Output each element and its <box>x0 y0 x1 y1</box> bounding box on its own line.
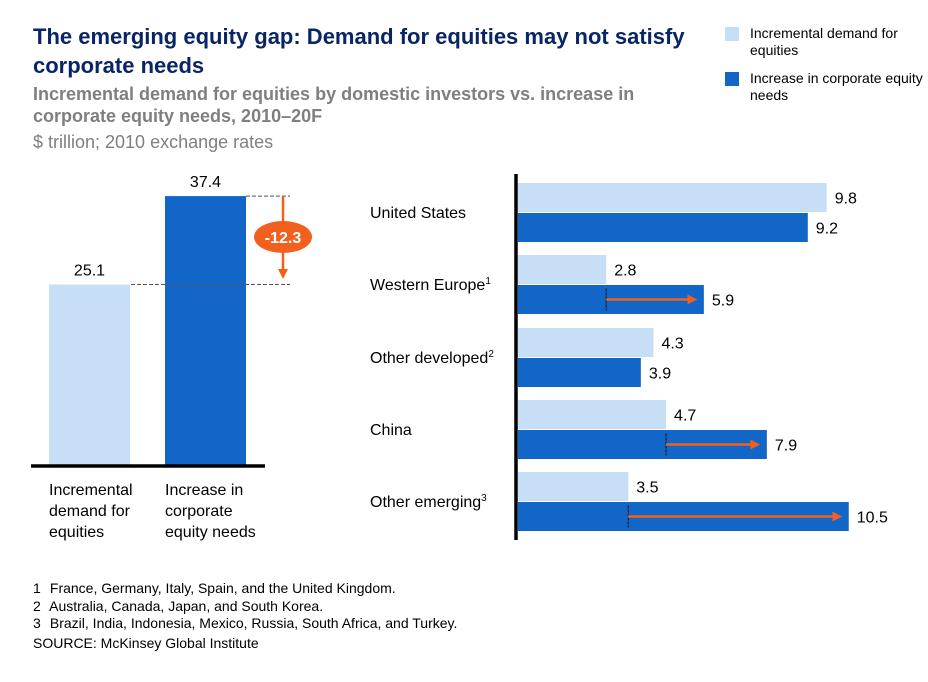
legend-item-needs: Increase in corporate equity needs <box>725 70 925 115</box>
region-label: United States <box>370 205 466 222</box>
legend: Incremental demand for equities Increase… <box>725 25 925 115</box>
total-category-label: Incremental demand for equities <box>49 482 133 541</box>
legend-swatch-needs <box>725 72 739 86</box>
footnote-1: 1 France, Germany, Italy, Spain, and the… <box>33 580 457 598</box>
region-bar-demand <box>518 183 827 212</box>
region-bar-value-label: 3.5 <box>636 480 658 497</box>
region-bar-value-label: 3.9 <box>649 366 671 383</box>
legend-item-demand: Incremental demand for equities <box>725 25 925 70</box>
region-bar-demand <box>518 400 667 429</box>
footnote-2: 2 Australia, Canada, Japan, and South Ko… <box>33 598 457 616</box>
source-note: SOURCE: McKinsey Global Institute <box>33 634 259 651</box>
region-label: Other emerging3 <box>370 493 487 511</box>
region-bar-value-label: 5.9 <box>712 293 734 310</box>
legend-label-needs: Increase in corporate equity needs <box>750 70 923 103</box>
footnote-text: Brazil, India, Indonesia, Mexico, Russia… <box>49 615 458 631</box>
footnote-number: 2 <box>33 597 41 614</box>
footnote-number: 1 <box>33 580 41 596</box>
footnote-number: 3 <box>33 615 41 631</box>
chart-subtitle: Incremental demand for equities by domes… <box>33 84 635 126</box>
footnotes: 1 France, Germany, Italy, Spain, and the… <box>33 580 457 652</box>
region-bar-value-label: 7.9 <box>775 438 797 455</box>
total-bar-demand <box>49 284 130 465</box>
total-bar-value-label: 37.4 <box>190 174 221 191</box>
footnote-text: Australia, Canada, Japan, and South Kore… <box>49 597 324 614</box>
region-bar-demand <box>518 255 607 284</box>
gap-badge <box>254 221 312 253</box>
region-label: China <box>370 422 412 439</box>
region-bar-value-label: 2.8 <box>614 263 636 280</box>
region-label: Western Europe1 <box>370 276 491 294</box>
region-bar-demand <box>518 472 629 501</box>
region-label: Other developed2 <box>370 349 494 367</box>
region-bar-demand <box>518 328 654 357</box>
region-bar-value-label: 9.8 <box>835 191 857 208</box>
region-bar-value-label: 10.5 <box>857 510 888 527</box>
gap-badge-label: -12.3 <box>265 230 302 247</box>
unit-label: $ trillion; 2010 exchange rates <box>33 132 274 152</box>
footnote-text: France, Germany, Italy, Spain, and the U… <box>49 580 396 596</box>
legend-label-demand: Incremental demand for equities <box>750 25 898 58</box>
chart-title: The emerging equity gap: Demand for equi… <box>33 24 685 78</box>
region-bar-needs <box>518 358 641 387</box>
region-bar-value-label: 9.2 <box>816 221 838 238</box>
region-bar-needs <box>518 213 808 242</box>
total-bar-needs <box>165 196 246 465</box>
footnote-3: 3 Brazil, India, Indonesia, Mexico, Russ… <box>33 615 457 633</box>
region-bar-value-label: 4.7 <box>674 408 696 425</box>
total-bar-value-label: 25.1 <box>74 263 105 280</box>
total-category-label: Increase in corporate equity needs <box>165 482 256 541</box>
region-bar-value-label: 4.3 <box>661 336 683 353</box>
legend-swatch-demand <box>725 27 739 41</box>
